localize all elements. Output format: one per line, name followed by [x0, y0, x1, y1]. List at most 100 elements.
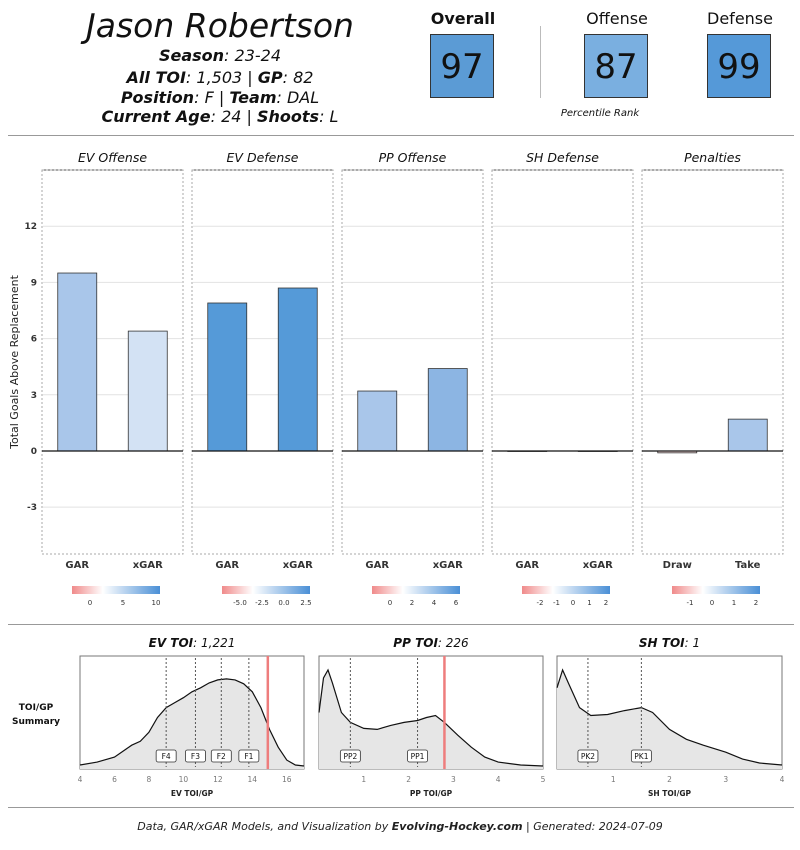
toi-x-axis-title: EV TOI/GP: [171, 789, 214, 798]
legend-tick-label: 2: [604, 599, 608, 607]
bar-gar: [57, 272, 98, 452]
legend-tick-label: 2.5: [300, 599, 311, 607]
x-tick-label: 1: [611, 775, 616, 784]
x-tick-label: 1: [361, 775, 366, 784]
gar-chart: Total Goals Above Replacement-3036912EV …: [8, 150, 784, 607]
legend-tick-label: -2.5: [255, 599, 269, 607]
x-tick-label: xGAR: [283, 560, 313, 571]
panel-frame: [491, 169, 634, 555]
x-tick-label: GAR: [215, 560, 239, 571]
age-line: Current Age: 24 | Shoots: L: [101, 107, 339, 126]
overall-label: Overall: [430, 9, 496, 28]
y-tick-label: -3: [27, 503, 37, 513]
x-tick-label: GAR: [65, 560, 89, 571]
density-line: [318, 668, 544, 767]
toi-panel-1: PP TOI: 226 PP2 PP1 1 2 3 4 5 PP TOI/GP: [318, 636, 546, 798]
legend-tick-label: 6: [454, 599, 459, 607]
percentile-caption: Percentile Rank: [560, 108, 640, 119]
x-tick-label: GAR: [365, 560, 389, 571]
x-tick-label: 4: [496, 775, 501, 784]
tier-label-box: [407, 749, 428, 763]
legend-tick-label: -5.0: [233, 599, 247, 607]
tier-label-f2: F2: [217, 752, 226, 761]
x-tick-label: 8: [147, 775, 152, 784]
tier-label-pk2: PK2: [581, 752, 595, 761]
tier-label-box: [238, 749, 260, 763]
x-tick-label: xGAR: [433, 560, 463, 571]
gar-panel-ev-offense: EV Offense GAR xGAR 0 5 10: [41, 150, 184, 607]
bar-xgar: [277, 287, 318, 452]
colour-legend-bar: [672, 586, 760, 594]
legend-tick-label: -1: [553, 599, 560, 607]
tier-label-box: [155, 749, 177, 763]
x-tick-label: 5: [541, 775, 546, 784]
panel-title: EV Defense: [227, 150, 299, 165]
tier-label-pp2: PP2: [343, 752, 357, 761]
offense-label: Offense: [586, 9, 648, 28]
density-line: [556, 668, 783, 766]
tier-label-box: [210, 749, 232, 763]
legend-tick-label: 2: [410, 599, 414, 607]
season-line: Season: 23-24: [158, 46, 282, 65]
x-tick-label: 2: [406, 775, 411, 784]
x-tick-label: 14: [248, 775, 258, 784]
legend-tick-label: 1: [587, 599, 591, 607]
x-tick-label: Draw: [663, 560, 692, 571]
y-tick-label: 9: [31, 278, 37, 288]
divider-top: [8, 135, 794, 136]
legend-tick-label: 2: [754, 599, 758, 607]
toi-panel-title: SH TOI: 1: [639, 636, 700, 650]
divider-bottom: [8, 807, 794, 808]
x-tick-label: 12: [213, 775, 223, 784]
density-area: [557, 670, 782, 769]
colour-legend-bar: [72, 586, 160, 594]
legend-tick-label: 1: [732, 599, 736, 607]
position-line: Position: F | Team: DAL: [120, 88, 320, 107]
y-tick-label: 6: [31, 335, 37, 345]
density-line: [79, 678, 305, 767]
tier-label-pk1: PK1: [634, 752, 648, 761]
legend-tick-label: 0: [571, 599, 575, 607]
legend-tick-label: 4: [432, 599, 437, 607]
offense-rank-box: 87: [584, 34, 648, 98]
x-tick-label: 16: [282, 775, 292, 784]
x-tick-label: Take: [735, 560, 761, 571]
y-tick-label: 0: [31, 447, 37, 457]
overall-rank-box: 97: [430, 34, 494, 98]
x-tick-label: xGAR: [583, 560, 613, 571]
colour-legend-bar: [522, 586, 610, 594]
x-tick-label: 4: [780, 775, 785, 784]
bar-take: [727, 418, 768, 452]
tier-label-pp1: PP1: [411, 752, 425, 761]
bar-gar: [357, 390, 398, 452]
colour-legend-bar: [222, 586, 310, 594]
y-tick-label: 3: [31, 391, 37, 401]
panel-frame: [41, 169, 184, 555]
legend-tick-label: 10: [152, 599, 161, 607]
x-tick-label: GAR: [515, 560, 539, 571]
player-name: Jason Robertson: [86, 6, 354, 45]
tier-label-box: [630, 749, 652, 763]
x-tick-label: xGAR: [133, 560, 163, 571]
panel-title: Penalties: [684, 150, 741, 165]
y-axis-title: Total Goals Above Replacement: [8, 274, 21, 449]
y-tick-label: 12: [24, 222, 37, 232]
panel-title: SH Defense: [526, 150, 599, 165]
footer: Data, GAR/xGAR Models, and Visualization…: [137, 820, 663, 833]
x-tick-label: 10: [179, 775, 189, 784]
colour-legend-bar: [372, 586, 460, 594]
defense-rank-box: 99: [707, 34, 771, 98]
tier-label-box: [577, 749, 599, 763]
tier-label-f4: F4: [162, 752, 171, 761]
x-tick-label: 3: [723, 775, 728, 784]
panel-title: EV Offense: [78, 150, 147, 165]
legend-tick-label: -2: [537, 599, 544, 607]
bar-gar: [207, 302, 248, 452]
rank-divider: [540, 26, 541, 98]
legend-tick-label: 0.0: [278, 599, 289, 607]
density-area: [319, 670, 543, 769]
legend-tick-label: -1: [687, 599, 694, 607]
toi-line: All TOI: 1,503 | GP: 82: [126, 68, 314, 87]
legend-tick-label: 0: [88, 599, 92, 607]
toi-chart: TOI/GP Summary EV TOI: 1,221 F4 F3 F2 F1 4 6 8 10 1…: [12, 636, 785, 798]
